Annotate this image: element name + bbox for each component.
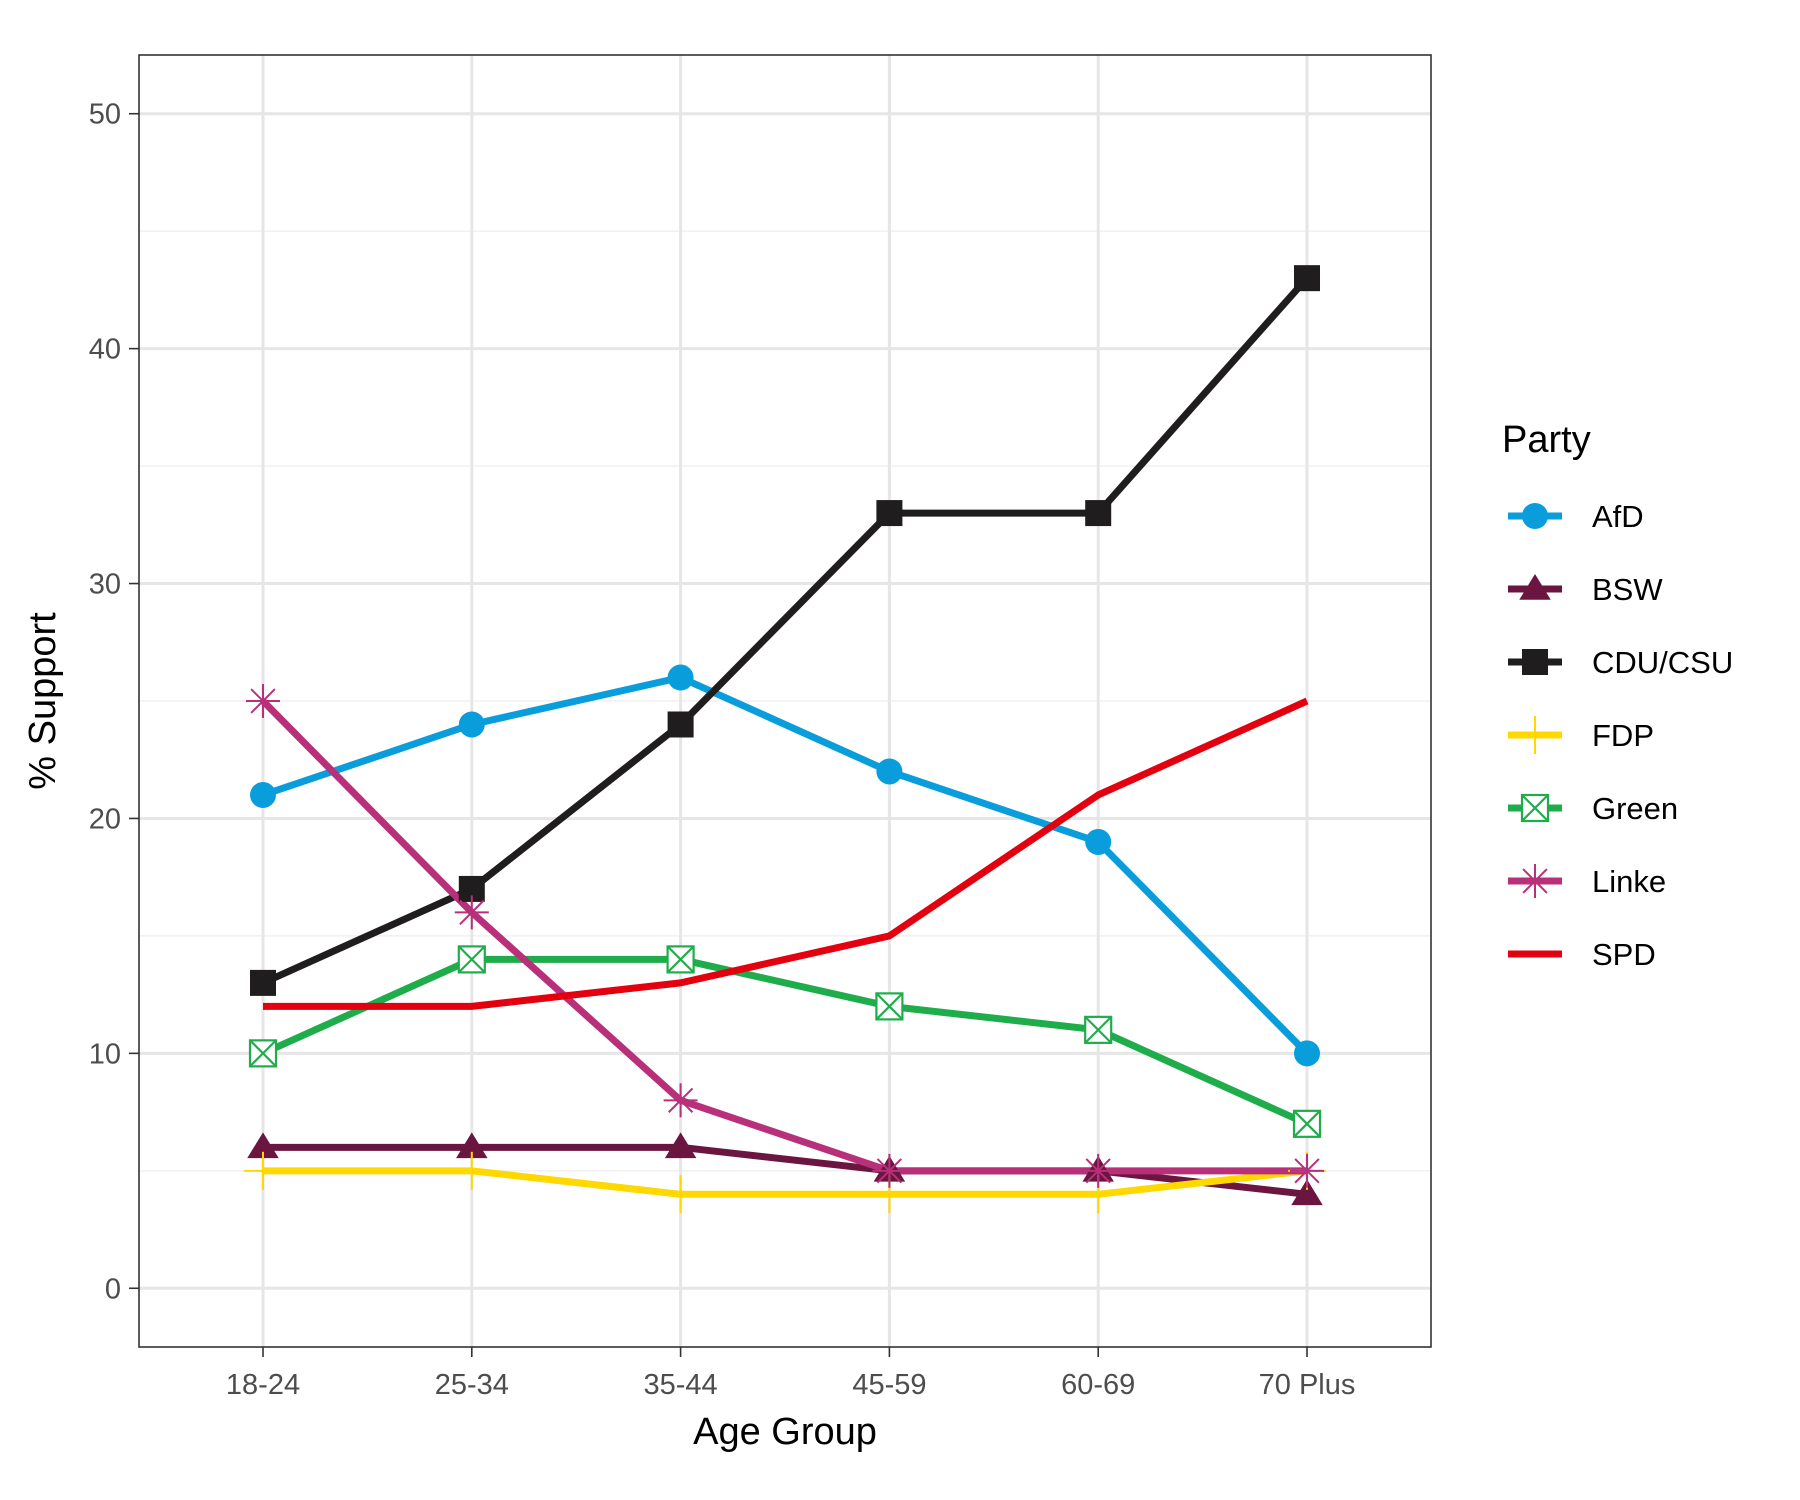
- data-point-afd: [667, 664, 694, 691]
- legend-label: SPD: [1592, 937, 1656, 972]
- legend-label: FDP: [1592, 718, 1654, 753]
- data-point-fdp: [452, 1151, 491, 1190]
- data-point-green: [666, 945, 695, 974]
- y-tick-label: 40: [89, 334, 121, 366]
- series-lines: [260, 275, 1310, 1198]
- data-point-cdu-csu: [667, 711, 694, 738]
- data-point-afd: [1085, 828, 1112, 855]
- data-point-fdp: [244, 1151, 282, 1190]
- legend-item-fdp: FDP: [1508, 716, 1654, 754]
- legend-item-linke: Linke: [1508, 864, 1666, 899]
- x-tick-label: 25-34: [435, 1369, 509, 1401]
- x-axis-title: Age Group: [693, 1411, 877, 1453]
- series-line-afd: [261, 674, 1310, 1056]
- legend-item-bsw: BSW: [1508, 572, 1663, 607]
- data-point-linke: [1081, 1153, 1116, 1188]
- series-line-bsw: [263, 1143, 1308, 1198]
- legend-key-marker: [1516, 716, 1554, 754]
- legend-item-green: Green: [1508, 791, 1678, 826]
- data-point-green: [1084, 1015, 1113, 1044]
- data-point-green: [875, 992, 904, 1021]
- data-point-afd: [876, 758, 903, 785]
- series-line-cdu-csu: [261, 275, 1310, 987]
- data-point-afd: [1294, 1040, 1320, 1067]
- legend-label: AfD: [1592, 499, 1644, 534]
- data-point-green: [1292, 1109, 1322, 1138]
- data-point-linke: [454, 895, 489, 930]
- legend-key-marker: [1518, 864, 1552, 898]
- data-point-green: [248, 1039, 278, 1068]
- data-point-bsw: [247, 1132, 279, 1159]
- data-point-bsw: [664, 1132, 697, 1159]
- data-point-cdu-csu: [1294, 265, 1320, 292]
- series-line-green: [261, 955, 1309, 1128]
- legend: Party AfD BSW CDU/CSU FDP Green Linke SPD: [1502, 419, 1733, 972]
- series-line-fdp: [263, 1167, 1308, 1198]
- series-markers: [244, 265, 1326, 1214]
- legend-key-marker: [1520, 793, 1550, 823]
- data-point-bsw: [456, 1132, 488, 1159]
- y-tick-label: 50: [89, 99, 121, 131]
- y-tick-label: 30: [89, 569, 121, 601]
- data-point-bsw: [1291, 1179, 1323, 1206]
- x-tick-label: 45-59: [852, 1369, 926, 1401]
- legend-item-cdu-csu: CDU/CSU: [1508, 645, 1733, 680]
- y-axis-title: % Support: [22, 612, 64, 790]
- x-tick-label: 70 Plus: [1259, 1369, 1356, 1401]
- series-line-linke: [260, 698, 1307, 1175]
- data-point-linke: [663, 1083, 698, 1118]
- data-point-cdu-csu: [250, 969, 276, 996]
- data-point-cdu-csu: [1085, 500, 1112, 527]
- x-tick-label: 35-44: [644, 1369, 718, 1401]
- legend-key-marker: [1522, 649, 1548, 675]
- data-point-green: [457, 945, 486, 974]
- legend-label: Green: [1592, 791, 1678, 826]
- legend-label: Linke: [1592, 864, 1666, 899]
- data-point-linke: [872, 1153, 907, 1188]
- legend-item-afd: AfD: [1508, 499, 1644, 534]
- legend-title: Party: [1502, 419, 1591, 461]
- x-axis: 18-24 25-34 35-44 45-59 60-69 70 Plus: [226, 1347, 1355, 1401]
- legend-key-marker: [1522, 503, 1548, 529]
- y-tick-label: 10: [89, 1038, 121, 1070]
- data-point-afd: [250, 781, 276, 808]
- legend-key-marker: [1519, 574, 1551, 600]
- legend-item-spd: SPD: [1508, 937, 1656, 972]
- y-tick-label: 20: [89, 803, 121, 835]
- y-axis: 0 10 20 30 40 50: [89, 99, 139, 1305]
- plot-panel-border: [138, 54, 1432, 1348]
- series-line-spd: [263, 697, 1309, 1010]
- y-tick-label: 0: [105, 1273, 121, 1305]
- data-point-fdp: [661, 1175, 700, 1214]
- legend-items: AfD BSW CDU/CSU FDP Green Linke SPD: [1508, 499, 1733, 972]
- legend-label: CDU/CSU: [1592, 645, 1733, 680]
- x-tick-label: 60-69: [1061, 1369, 1135, 1401]
- data-point-linke: [1290, 1153, 1324, 1188]
- data-point-cdu-csu: [876, 500, 903, 527]
- data-point-afd: [458, 711, 485, 738]
- legend-label: BSW: [1592, 572, 1663, 607]
- x-tick-label: 18-24: [226, 1369, 300, 1401]
- data-point-linke: [246, 684, 280, 718]
